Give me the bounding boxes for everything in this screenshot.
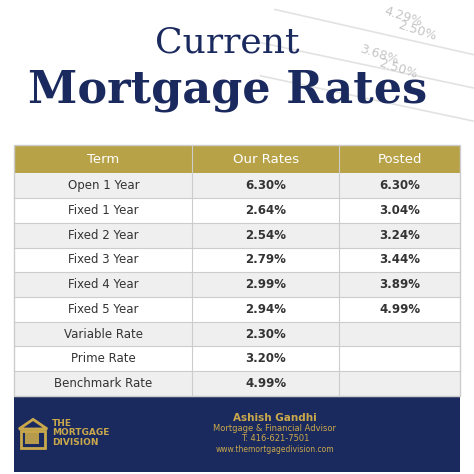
Bar: [14, 297, 192, 322]
Text: Mortgage Rates: Mortgage Rates: [28, 69, 427, 111]
Text: 2.50%: 2.50%: [377, 56, 419, 81]
Text: 2.54%: 2.54%: [246, 229, 286, 242]
Text: Mortgage & Financial Advisor: Mortgage & Financial Advisor: [213, 424, 337, 433]
Bar: [339, 198, 460, 223]
Text: 3.89%: 3.89%: [379, 278, 420, 291]
Bar: [14, 396, 460, 472]
Text: Term: Term: [87, 153, 119, 165]
Text: Current: Current: [155, 26, 300, 60]
Text: www.themortgagedivision.com: www.themortgagedivision.com: [216, 445, 334, 454]
Bar: [14, 371, 192, 396]
Bar: [339, 173, 460, 198]
Text: MORTGAGE: MORTGAGE: [52, 428, 109, 437]
Bar: [339, 247, 460, 272]
Bar: [14, 247, 192, 272]
Text: Prime Rate: Prime Rate: [71, 352, 136, 365]
Bar: [192, 322, 339, 346]
Text: 2.50%: 2.50%: [396, 18, 438, 43]
Text: Fixed 5 Year: Fixed 5 Year: [68, 303, 138, 316]
Bar: [25, 432, 39, 444]
Text: Our Rates: Our Rates: [233, 153, 299, 165]
Text: 2.64%: 2.64%: [246, 204, 286, 217]
Polygon shape: [19, 419, 47, 429]
Bar: [14, 223, 192, 247]
Text: THE: THE: [52, 419, 72, 428]
Bar: [339, 346, 460, 371]
Text: 4.99%: 4.99%: [246, 377, 286, 390]
Bar: [14, 346, 192, 371]
Bar: [14, 198, 192, 223]
Text: 3.20%: 3.20%: [246, 352, 286, 365]
Bar: [192, 173, 339, 198]
Bar: [192, 272, 339, 297]
Text: Variable Rate: Variable Rate: [64, 328, 143, 340]
Text: 2.99%: 2.99%: [246, 278, 286, 291]
Bar: [14, 322, 192, 346]
Bar: [192, 346, 339, 371]
Text: 2.30%: 2.30%: [246, 328, 286, 340]
Bar: [339, 322, 460, 346]
Bar: [339, 145, 460, 173]
Text: 6.30%: 6.30%: [379, 179, 420, 192]
Bar: [339, 371, 460, 396]
Bar: [192, 223, 339, 247]
Text: 2.79%: 2.79%: [246, 254, 286, 266]
Text: Fixed 2 Year: Fixed 2 Year: [68, 229, 138, 242]
Text: 4.99%: 4.99%: [379, 303, 420, 316]
Bar: [192, 371, 339, 396]
Bar: [21, 431, 45, 448]
Text: Posted: Posted: [377, 153, 422, 165]
Text: Fixed 1 Year: Fixed 1 Year: [68, 204, 138, 217]
Bar: [14, 173, 192, 198]
Bar: [192, 297, 339, 322]
Bar: [14, 272, 192, 297]
Bar: [339, 223, 460, 247]
Bar: [192, 145, 339, 173]
Text: 3.04%: 3.04%: [379, 204, 420, 217]
Text: Open 1 Year: Open 1 Year: [67, 179, 139, 192]
Text: 6.30%: 6.30%: [246, 179, 286, 192]
Bar: [192, 247, 339, 272]
Text: T: 416-621-7501: T: 416-621-7501: [241, 435, 309, 443]
Text: Ashish Gandhi: Ashish Gandhi: [233, 413, 317, 423]
Text: DIVISION: DIVISION: [52, 438, 99, 447]
Bar: [192, 198, 339, 223]
Text: Fixed 4 Year: Fixed 4 Year: [68, 278, 138, 291]
Text: Benchmark Rate: Benchmark Rate: [54, 377, 153, 390]
Bar: [14, 145, 192, 173]
Bar: [339, 297, 460, 322]
Text: 2.94%: 2.94%: [246, 303, 286, 316]
Text: 3.44%: 3.44%: [379, 254, 420, 266]
Text: 3.68%: 3.68%: [358, 42, 400, 67]
Text: Fixed 3 Year: Fixed 3 Year: [68, 254, 138, 266]
Text: 4.29%: 4.29%: [382, 4, 424, 29]
Bar: [339, 272, 460, 297]
Bar: [14, 145, 460, 396]
Text: 3.24%: 3.24%: [379, 229, 420, 242]
